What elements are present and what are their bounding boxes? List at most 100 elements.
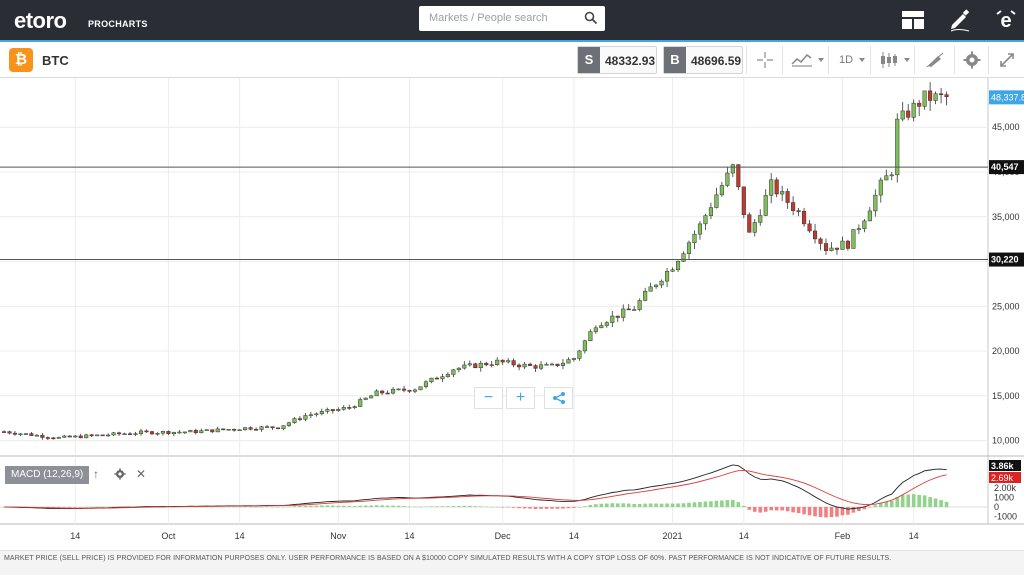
price-chart[interactable]: 45,00040,00035,00030,00025,00020,00015,0… <box>0 78 1024 549</box>
candle-body <box>703 215 708 225</box>
candle-body <box>133 433 138 435</box>
candle-body <box>286 422 292 426</box>
close-icon[interactable]: ✕ <box>136 467 147 481</box>
candle-body <box>643 291 648 301</box>
macd-y-tick-label: -1000 <box>994 511 1017 521</box>
macd-histogram-bar <box>829 507 834 518</box>
candle-body <box>692 233 697 243</box>
zoom-out-button[interactable]: − <box>474 387 503 409</box>
candle-body <box>599 325 604 329</box>
candle-body <box>40 434 45 438</box>
macd-histogram-bar <box>309 505 313 508</box>
crosshair-button[interactable] <box>746 46 782 74</box>
etoro-logo[interactable]: etoro <box>14 8 67 33</box>
x-tick-label: 14 <box>569 531 579 541</box>
candle-body <box>171 431 176 435</box>
candle-body <box>933 93 938 101</box>
layout-icon[interactable] <box>901 8 925 32</box>
bitcoin-icon: ₿ <box>9 48 33 72</box>
candle-body <box>106 434 111 437</box>
sell-price: 48332.93 <box>605 54 656 68</box>
current-price-label: 48,337.8 <box>991 92 1024 102</box>
candle-body <box>555 363 560 366</box>
macd-histogram-bar <box>763 507 768 512</box>
macd-histogram-bar <box>703 501 708 508</box>
signal-value-bg <box>989 472 1021 483</box>
macd-histogram-bar <box>396 505 401 508</box>
candle-body <box>560 362 566 366</box>
candle-body <box>736 164 741 188</box>
macd-y-tick-label: 0 <box>994 502 999 512</box>
sell-price-button[interactable]: S 48332.93 <box>577 46 657 74</box>
macd-histogram-bar <box>742 505 746 508</box>
macd-histogram-bar <box>857 507 861 512</box>
candle-body <box>341 407 346 410</box>
macd-histogram-bar <box>369 505 373 508</box>
candle-body <box>51 437 56 440</box>
candle-body <box>621 308 626 318</box>
macd-histogram-bar <box>331 505 335 508</box>
chevron-down-icon <box>818 58 824 62</box>
macd-histogram-bar <box>199 506 204 508</box>
macd-histogram-bar <box>676 503 680 508</box>
candle-body <box>237 429 242 431</box>
macd-histogram-bar <box>802 507 806 515</box>
macd-histogram-bar <box>862 507 867 510</box>
macd-histogram-bar <box>78 507 83 508</box>
candle-body <box>511 360 516 366</box>
macd-histogram-bar <box>709 501 713 508</box>
buy-price-button[interactable]: B 48696.59 <box>663 46 743 74</box>
level-label: 40,547 <box>991 162 1019 172</box>
candle-body <box>681 253 686 262</box>
y-tick-label: 10,000 <box>992 436 1020 446</box>
search-input[interactable]: Markets / People search <box>419 6 605 31</box>
disclaimer-footer: MARKET PRICE (SELL PRICE) IS PROVIDED FO… <box>0 550 1024 575</box>
current-price-bg <box>989 90 1024 105</box>
candle-body <box>747 214 752 233</box>
instrument-name: BTC <box>42 53 69 68</box>
macd-histogram-bar <box>194 506 198 508</box>
zoom-in-button[interactable]: + <box>506 387 535 409</box>
candle-body <box>100 434 105 437</box>
chevron-down-icon <box>904 58 910 62</box>
pencil-icon[interactable] <box>948 8 972 32</box>
candle-body <box>440 376 445 380</box>
chart-type-dropdown[interactable] <box>782 46 828 74</box>
search-icon[interactable] <box>584 11 598 25</box>
candle-body <box>571 358 576 360</box>
arrow-up-icon[interactable]: ↑ <box>93 467 99 481</box>
candlestick-chart[interactable]: 45,00040,00035,00030,00025,00020,00015,0… <box>0 78 1024 549</box>
candle-body <box>193 430 198 434</box>
macd-histogram-bar <box>106 506 110 508</box>
macd-label[interactable]: MACD (12,26,9) <box>5 466 90 484</box>
macd-histogram-bar <box>939 500 943 508</box>
macd-histogram-bar <box>720 500 724 508</box>
gear-icon[interactable] <box>114 468 126 480</box>
share-icon <box>552 392 565 404</box>
macd-histogram-bar <box>846 507 850 515</box>
macd-histogram-bar <box>528 507 532 509</box>
candle-body <box>796 210 801 212</box>
x-tick-label: 14 <box>405 531 415 541</box>
candle-body <box>878 179 883 196</box>
macd-histogram-bar <box>577 507 582 508</box>
macd-histogram-bar <box>807 507 812 516</box>
macd-histogram-bar <box>643 503 647 508</box>
macd-histogram-bar <box>583 506 587 508</box>
timeframe-dropdown[interactable]: 1D <box>828 46 870 74</box>
settings-button[interactable] <box>954 46 988 74</box>
candle-body <box>215 428 220 433</box>
candle-body <box>12 432 18 435</box>
etoro-profile-icon[interactable]: e <box>994 8 1018 32</box>
level-label: 30,220 <box>991 255 1019 265</box>
candle-body <box>111 432 116 436</box>
macd-histogram-bar <box>495 506 499 508</box>
drawing-tools-button[interactable] <box>914 46 954 74</box>
fullscreen-button[interactable] <box>988 46 1024 74</box>
candle-style-dropdown[interactable] <box>870 46 914 74</box>
y-tick-label: 20,000 <box>992 346 1020 356</box>
x-tick-label: Oct <box>161 531 176 541</box>
macd-histogram-bar <box>51 507 56 508</box>
share-button[interactable] <box>544 387 573 409</box>
macd-histogram-bar <box>468 505 472 508</box>
